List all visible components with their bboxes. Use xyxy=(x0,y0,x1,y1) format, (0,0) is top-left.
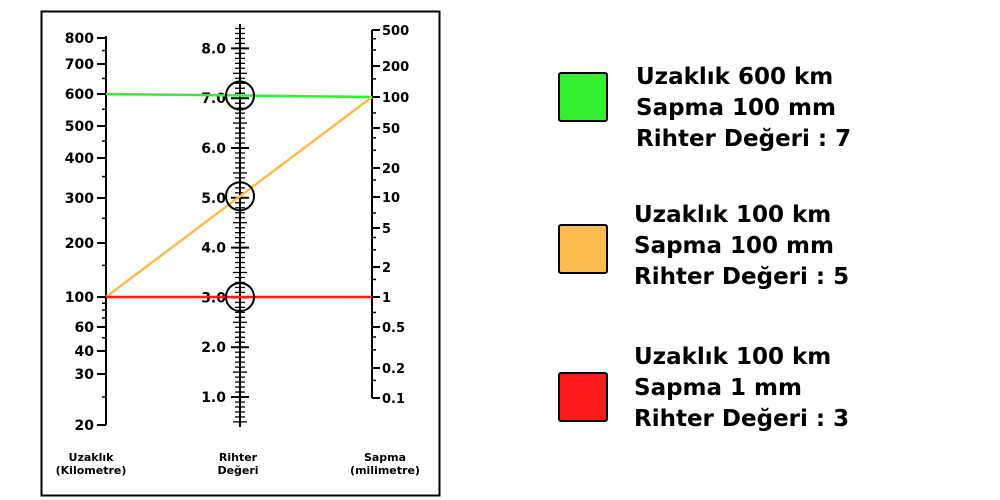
example-line xyxy=(105,92,373,99)
amplitude-tick-label: 0.1 xyxy=(382,392,405,407)
richter-reading-circle xyxy=(225,80,255,111)
distance-tick-label: 40 xyxy=(75,344,95,360)
richter-tick-label: 1.0 xyxy=(201,390,226,406)
richter-tick-label: 2.0 xyxy=(201,340,226,356)
amplitude-tick-label: 500 xyxy=(382,24,409,39)
legend-swatch-orange xyxy=(558,224,608,274)
amplitude-tick-label: 1 xyxy=(382,291,391,306)
distance-axis-title-line1: Uzaklık xyxy=(69,451,115,464)
legend-item-green: Uzaklık 600 km Sapma 100 mm Rihter Değer… xyxy=(558,62,998,162)
legend-line-richter: Rihter Değeri : 3 xyxy=(634,406,850,432)
legend-line-amplitude: Sapma 100 mm xyxy=(636,95,836,121)
amplitude-tick-label: 50 xyxy=(382,122,400,137)
amplitude-tick-label: 2 xyxy=(382,261,391,276)
amplitude-axis-title-line1: Sapma xyxy=(364,451,406,464)
richter-circles xyxy=(225,80,255,312)
distance-tick-label: 300 xyxy=(65,191,94,207)
example-line xyxy=(105,96,373,298)
distance-tick-label: 600 xyxy=(65,87,94,103)
legend-line-distance: Uzaklık 100 km xyxy=(634,344,832,370)
richter-tick-label: 4.0 xyxy=(201,241,226,257)
distance-tick-label: 30 xyxy=(75,367,95,383)
amplitude-tick-label: 200 xyxy=(382,60,409,75)
legend-text-green: Uzaklık 600 km Sapma 100 mm Rihter Değer… xyxy=(636,62,851,155)
amplitude-tick-label: 0.2 xyxy=(382,362,405,377)
richter-ticks: 8.0 7.0 6.0 5.0 4.0 3.0 2.0 1.0 xyxy=(201,27,249,423)
amplitude-tick-label: 0.5 xyxy=(382,321,405,336)
richter-reading-circle xyxy=(225,282,255,312)
legend-text-orange: Uzaklık 100 km Sapma 100 mm Rihter Değer… xyxy=(634,200,849,293)
amplitude-tick-label: 100 xyxy=(382,91,409,106)
amplitude-axis-title-line2: (milimetre) xyxy=(350,464,420,477)
richter-reading-circle xyxy=(225,181,255,212)
legend-item-orange: Uzaklık 100 km Sapma 100 mm Rihter Değer… xyxy=(558,200,998,300)
legend-item-red: Uzaklık 100 km Sapma 1 mm Rihter Değeri … xyxy=(558,342,998,442)
distance-tick-label: 800 xyxy=(65,31,94,47)
distance-tick-label: 700 xyxy=(65,57,94,73)
richter-tick-label: 7.0 xyxy=(201,91,226,107)
richter-tick-label: 5.0 xyxy=(201,191,226,207)
richter-tick-label: 8.0 xyxy=(201,41,226,57)
distance-tick-label: 20 xyxy=(75,418,95,434)
richter-tick-label: 6.0 xyxy=(201,141,226,157)
example-lines xyxy=(105,92,373,299)
amplitude-tick-label: 20 xyxy=(382,162,400,177)
legend-line-richter: Rihter Değeri : 7 xyxy=(636,126,852,152)
distance-tick-label: 100 xyxy=(65,290,94,306)
legend-line-distance: Uzaklık 600 km xyxy=(636,64,834,90)
legend-line-amplitude: Sapma 100 mm xyxy=(634,233,834,259)
legend-text-red: Uzaklık 100 km Sapma 1 mm Rihter Değeri … xyxy=(634,342,849,435)
richter-axis-title-line1: Rihter xyxy=(219,451,258,464)
distance-tick-label: 500 xyxy=(65,119,94,135)
amplitude-tick-label: 5 xyxy=(382,222,391,237)
legend-line-amplitude: Sapma 1 mm xyxy=(634,375,802,401)
distance-tick-label: 60 xyxy=(75,320,95,336)
legend-swatch-red xyxy=(558,372,608,422)
distance-tick-label: 200 xyxy=(65,236,94,252)
legend-swatch-green xyxy=(558,72,608,122)
richter-tick-label: 3.0 xyxy=(201,290,226,306)
distance-ticks: 800 700 600 500 400 300 200 100 60 40 30 20 xyxy=(65,31,106,434)
legend-line-richter: Rihter Değeri : 5 xyxy=(634,264,850,290)
amplitude-tick-label: 10 xyxy=(382,191,400,206)
richter-axis-title-line2: Değeri xyxy=(217,464,258,477)
distance-tick-label: 400 xyxy=(65,151,94,167)
legend-line-distance: Uzaklık 100 km xyxy=(634,202,832,228)
amplitude-ticks: 500 200 100 50 20 10 5 2 1 0.5 0.2 0.1 xyxy=(372,24,409,407)
distance-axis-title-line2: (Kilometre) xyxy=(56,464,127,477)
richter-nomogram: 800 700 600 500 400 300 200 100 60 40 30 20 8.0 7.0 6… xyxy=(40,10,441,497)
